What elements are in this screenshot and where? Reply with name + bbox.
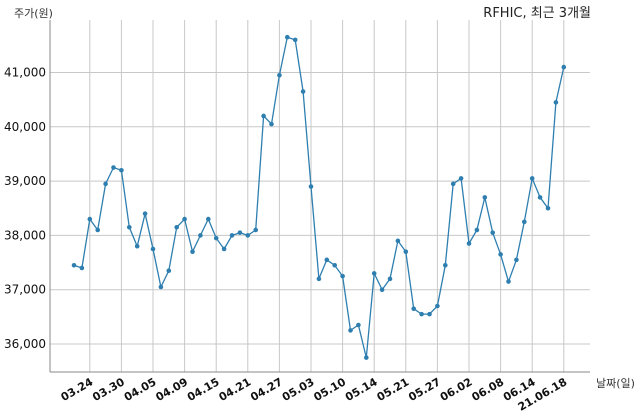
x-tick-label: 05.14	[343, 375, 380, 404]
data-point	[316, 276, 322, 282]
data-point	[443, 262, 448, 268]
data-point	[174, 224, 179, 230]
data-point	[545, 205, 551, 211]
x-tick-label: 04.15	[185, 375, 222, 404]
data-point	[553, 100, 559, 105]
data-point	[213, 235, 219, 241]
data-point	[474, 227, 480, 233]
data-point	[277, 72, 282, 78]
data-point	[190, 249, 195, 254]
data-point	[253, 227, 258, 233]
data-point	[95, 227, 100, 233]
chart-title: RFHIC, 최근 3개월	[483, 6, 591, 21]
data-point	[387, 276, 393, 282]
x-tick-label: 05.10	[311, 375, 348, 404]
data-point	[198, 233, 203, 238]
data-point	[450, 181, 456, 187]
data-point	[103, 181, 108, 187]
data-point	[514, 257, 519, 263]
x-tick-label: 04.27	[248, 375, 285, 404]
data-point	[356, 322, 361, 328]
data-point	[348, 328, 353, 333]
x-tick-label: 03.24	[59, 375, 96, 404]
data-point	[395, 238, 401, 244]
x-tick-label: 05.03	[280, 375, 317, 404]
data-point	[561, 64, 567, 70]
data-point	[498, 252, 503, 257]
x-tick-labels: 03.2403.3004.0504.0904.1504.2104.2705.03…	[59, 375, 570, 414]
data-point	[529, 176, 535, 181]
x-tick-label: 05.27	[406, 375, 443, 404]
data-point	[158, 284, 164, 290]
data-point	[371, 271, 377, 276]
y-tick-label: 37,000	[4, 283, 46, 297]
x-tick-label: 04.21	[217, 375, 254, 404]
data-point	[537, 195, 543, 200]
data-point	[466, 241, 472, 246]
x-tick-label: 03.30	[90, 375, 127, 404]
axes	[49, 20, 590, 373]
data-point	[269, 121, 274, 127]
data-point	[87, 216, 93, 222]
data-point	[419, 311, 424, 317]
gridlines	[50, 20, 590, 372]
data-point	[237, 230, 243, 235]
data-point	[292, 37, 298, 43]
y-tick-label: 39,000	[4, 174, 46, 188]
data-point	[245, 233, 251, 238]
x-tick-label: 06.02	[438, 375, 475, 404]
data-point	[206, 216, 211, 222]
y-axis-label: 주가(원)	[14, 7, 53, 20]
data-point	[308, 184, 314, 189]
data-point	[482, 195, 488, 200]
data-point	[403, 249, 409, 254]
data-point	[134, 243, 140, 249]
data-point	[229, 233, 235, 238]
data-point	[221, 246, 227, 252]
data-point	[379, 287, 385, 293]
data-point	[458, 176, 464, 181]
data-point	[285, 34, 290, 40]
data-point	[340, 273, 345, 279]
data-point	[411, 306, 417, 312]
y-tick-label: 41,000	[4, 66, 46, 80]
data-point	[364, 355, 369, 360]
series-price	[71, 34, 567, 360]
data-point	[427, 311, 432, 317]
data-point	[79, 265, 85, 271]
series-line	[73, 36, 565, 358]
x-axis-label: 날짜(일)	[596, 376, 635, 390]
data-point	[150, 246, 156, 252]
data-point	[506, 279, 511, 284]
data-point	[300, 89, 306, 94]
data-point	[127, 224, 132, 230]
data-point	[71, 262, 77, 268]
data-point	[332, 262, 338, 268]
y-tick-label: 40,000	[4, 120, 46, 134]
data-point	[261, 113, 266, 119]
data-point	[435, 303, 440, 309]
x-tick-label: 04.05	[122, 375, 159, 404]
x-tick-label: 06.08	[469, 375, 506, 404]
data-point	[166, 268, 172, 273]
data-point	[119, 167, 124, 173]
x-tick-label: 05.21	[375, 375, 412, 404]
data-point	[324, 257, 330, 263]
data-point	[182, 216, 187, 222]
x-tick-label: 04.09	[153, 375, 190, 404]
y-tick-label: 36,000	[4, 337, 46, 351]
data-point	[490, 230, 496, 235]
data-point	[111, 165, 116, 170]
y-tick-label: 38,000	[4, 228, 46, 242]
data-point	[522, 219, 527, 225]
y-tick-labels: 36,000 37,000 38,000 39,000 40,000 41,000	[4, 66, 46, 352]
data-point	[142, 211, 148, 216]
